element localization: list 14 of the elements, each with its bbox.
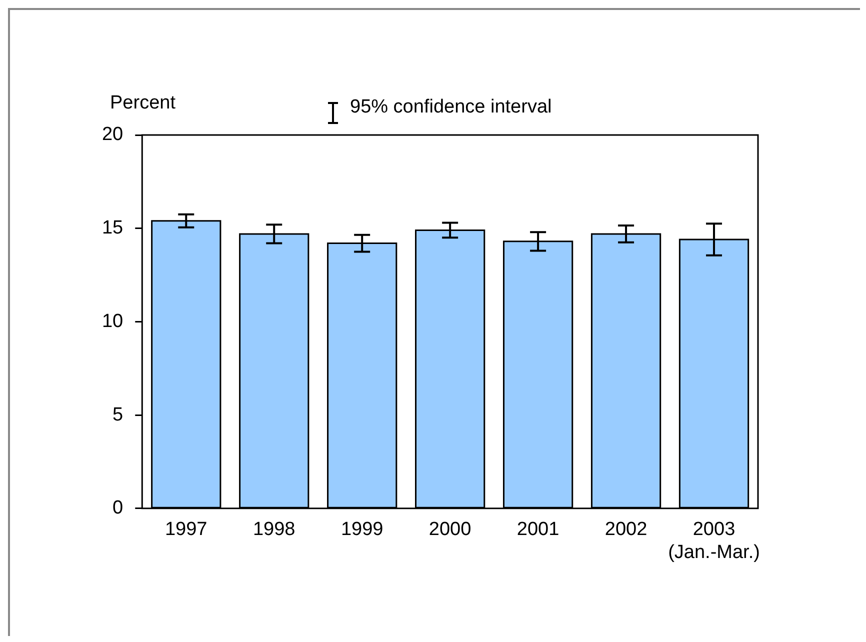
y-tick-label: 20 [102, 124, 124, 146]
y-tick-label: 0 [112, 498, 124, 519]
x-tick-label: 1997 [164, 519, 208, 540]
x-tick-label: 1998 [252, 519, 296, 540]
y-tick-label: 5 [112, 404, 124, 426]
y-tick-label: 15 [102, 218, 124, 239]
text: 95% confidence interval [350, 96, 552, 118]
y-tick-label: 10 [102, 310, 124, 332]
x-tick-label: 2002 [604, 519, 648, 540]
x-tick-label: 2003 (Jan.-Mar.) [668, 519, 760, 563]
y-axis-title: Percent [110, 92, 176, 114]
x-tick-label: 1999 [340, 519, 384, 540]
x-tick-label: 2000 [428, 519, 472, 540]
x-tick-label: 2001 [516, 519, 560, 540]
